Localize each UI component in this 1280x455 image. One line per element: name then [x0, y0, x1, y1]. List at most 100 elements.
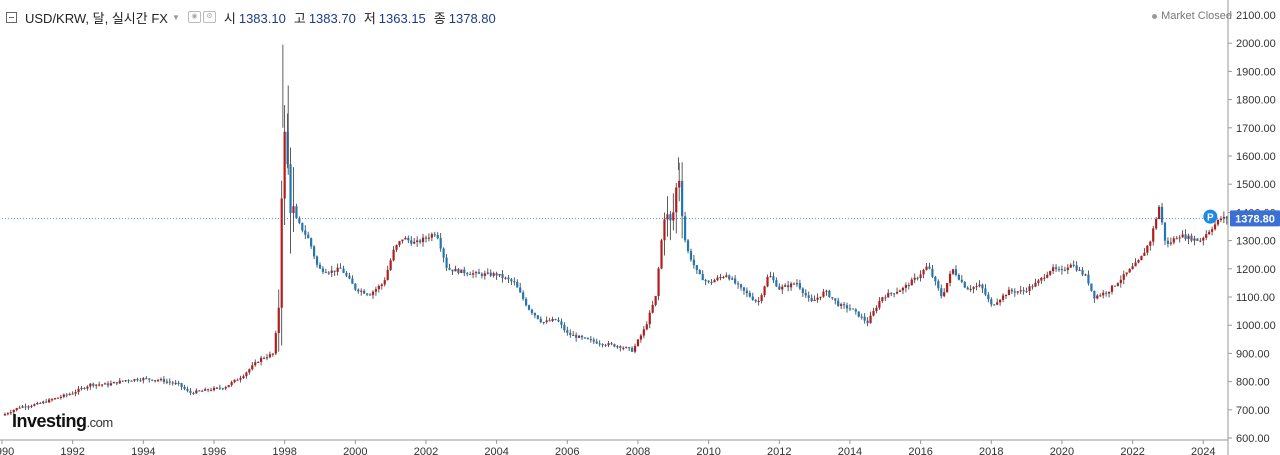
- candle-body: [851, 308, 855, 310]
- candle-body: [277, 307, 280, 334]
- candle-body: [295, 206, 298, 219]
- candle-body: [990, 299, 993, 305]
- p-marker-icon[interactable]: [1203, 209, 1218, 224]
- candle-body: [822, 291, 825, 297]
- price-overlay: 1378.80 P: [2, 209, 1280, 227]
- candle-body: [151, 379, 154, 381]
- candle-body: [784, 285, 787, 287]
- candle-body: [1208, 231, 1211, 235]
- candle-body: [339, 267, 342, 269]
- candle-body: [566, 330, 569, 333]
- candle-body: [142, 378, 145, 381]
- candle-body: [872, 310, 875, 316]
- x-tick-label: 2024: [1191, 446, 1215, 455]
- collapse-icon[interactable]: [6, 11, 17, 23]
- y-tick-label: 1100.00: [1236, 292, 1275, 304]
- candle-body: [177, 382, 180, 384]
- candle-body: [233, 379, 236, 383]
- candle-body: [1052, 267, 1055, 272]
- y-tick-label: 1900.00: [1236, 66, 1276, 78]
- candle-body: [477, 272, 481, 274]
- candle-body: [757, 301, 760, 303]
- symbol-title[interactable]: USD/KRW, 달, 실시간 FX: [25, 10, 168, 26]
- candle-body: [1163, 222, 1167, 241]
- candle-body: [398, 241, 401, 246]
- candle-body: [1069, 264, 1072, 268]
- candle-body: [616, 346, 619, 348]
- candle-body: [925, 266, 928, 270]
- candle-body: [162, 379, 166, 382]
- candle-body: [268, 354, 272, 358]
- candle-body: [948, 273, 952, 283]
- candle-body: [722, 276, 725, 278]
- candle-body: [557, 319, 560, 322]
- candle-body: [501, 274, 504, 278]
- candle-body: [204, 389, 207, 391]
- candle-body: [734, 278, 737, 284]
- candle-body: [984, 288, 987, 295]
- candle-body: [1010, 289, 1013, 292]
- candle-body: [1210, 229, 1214, 232]
- candle-body: [669, 214, 672, 221]
- candle-body: [592, 339, 595, 342]
- candle-body: [42, 401, 45, 404]
- eye-icon[interactable]: ◉: [187, 11, 201, 23]
- candle-body: [1054, 267, 1058, 270]
- candle-body: [519, 287, 522, 293]
- candle-body: [401, 239, 404, 242]
- ohlc-low: 저 1363.15: [363, 10, 426, 26]
- settings-icon[interactable]: ⚙: [202, 11, 216, 23]
- candle-body: [1178, 237, 1181, 239]
- candle-body: [666, 214, 669, 220]
- candle-body: [239, 378, 242, 380]
- candle-body: [763, 286, 766, 296]
- candle-body: [1072, 264, 1075, 266]
- candle-body: [1025, 291, 1028, 293]
- candle-body: [251, 365, 254, 370]
- candle-body: [928, 266, 931, 269]
- candle-body: [1213, 224, 1217, 230]
- candle-body: [931, 268, 934, 277]
- candle-body: [1219, 218, 1223, 221]
- candle-body: [1184, 234, 1187, 239]
- candle-body: [12, 410, 15, 413]
- x-tick-label: 2010: [696, 446, 720, 455]
- chevron-down-icon[interactable]: ▼: [171, 12, 180, 22]
- candle-body: [286, 131, 289, 165]
- candle-body: [480, 273, 484, 276]
- candle-body: [633, 346, 637, 352]
- candle-body: [1205, 234, 1208, 238]
- y-tick-label: 1700.00: [1236, 123, 1276, 135]
- candle-body: [259, 357, 263, 362]
- candle-body: [1016, 291, 1019, 293]
- candle-body: [1196, 238, 1199, 241]
- candle-body: [598, 343, 601, 345]
- candle-body: [460, 269, 463, 273]
- candle-body: [1049, 271, 1052, 275]
- y-tick-label: 2100.00: [1236, 10, 1276, 22]
- candle-body: [1090, 283, 1093, 291]
- candle-body: [354, 283, 357, 290]
- candle-body: [1225, 216, 1228, 220]
- candle-body: [1019, 290, 1022, 292]
- candle-body: [274, 333, 277, 354]
- candle-body: [813, 299, 816, 302]
- candle-body: [365, 293, 369, 295]
- status-dot-icon: [1152, 13, 1158, 19]
- candle-body: [530, 309, 534, 313]
- candle-body: [683, 216, 687, 241]
- y-tick-label: 1600.00: [1236, 151, 1276, 163]
- x-tick-label: 2022: [1120, 446, 1144, 455]
- candle-body: [869, 315, 872, 324]
- candle-body: [153, 380, 157, 382]
- candle-body: [728, 275, 731, 280]
- y-tick-label: 2000.00: [1236, 38, 1276, 50]
- candle-body: [486, 272, 489, 274]
- candle-body: [969, 288, 972, 290]
- candle-body: [1004, 295, 1008, 297]
- candle-body: [539, 318, 542, 323]
- ohlc-values: 시 1383.10 고 1383.70 저 1363.15 종 1378.80: [224, 8, 496, 27]
- candle-body: [1134, 262, 1137, 267]
- candle-body: [960, 279, 963, 282]
